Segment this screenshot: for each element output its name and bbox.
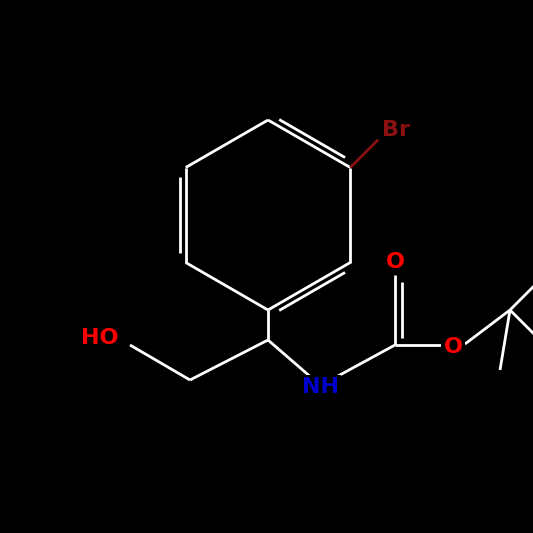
Text: HO: HO — [81, 328, 119, 348]
Text: O: O — [385, 252, 405, 272]
Text: Br: Br — [382, 119, 410, 140]
Text: O: O — [443, 337, 463, 357]
Text: NH: NH — [302, 377, 338, 397]
